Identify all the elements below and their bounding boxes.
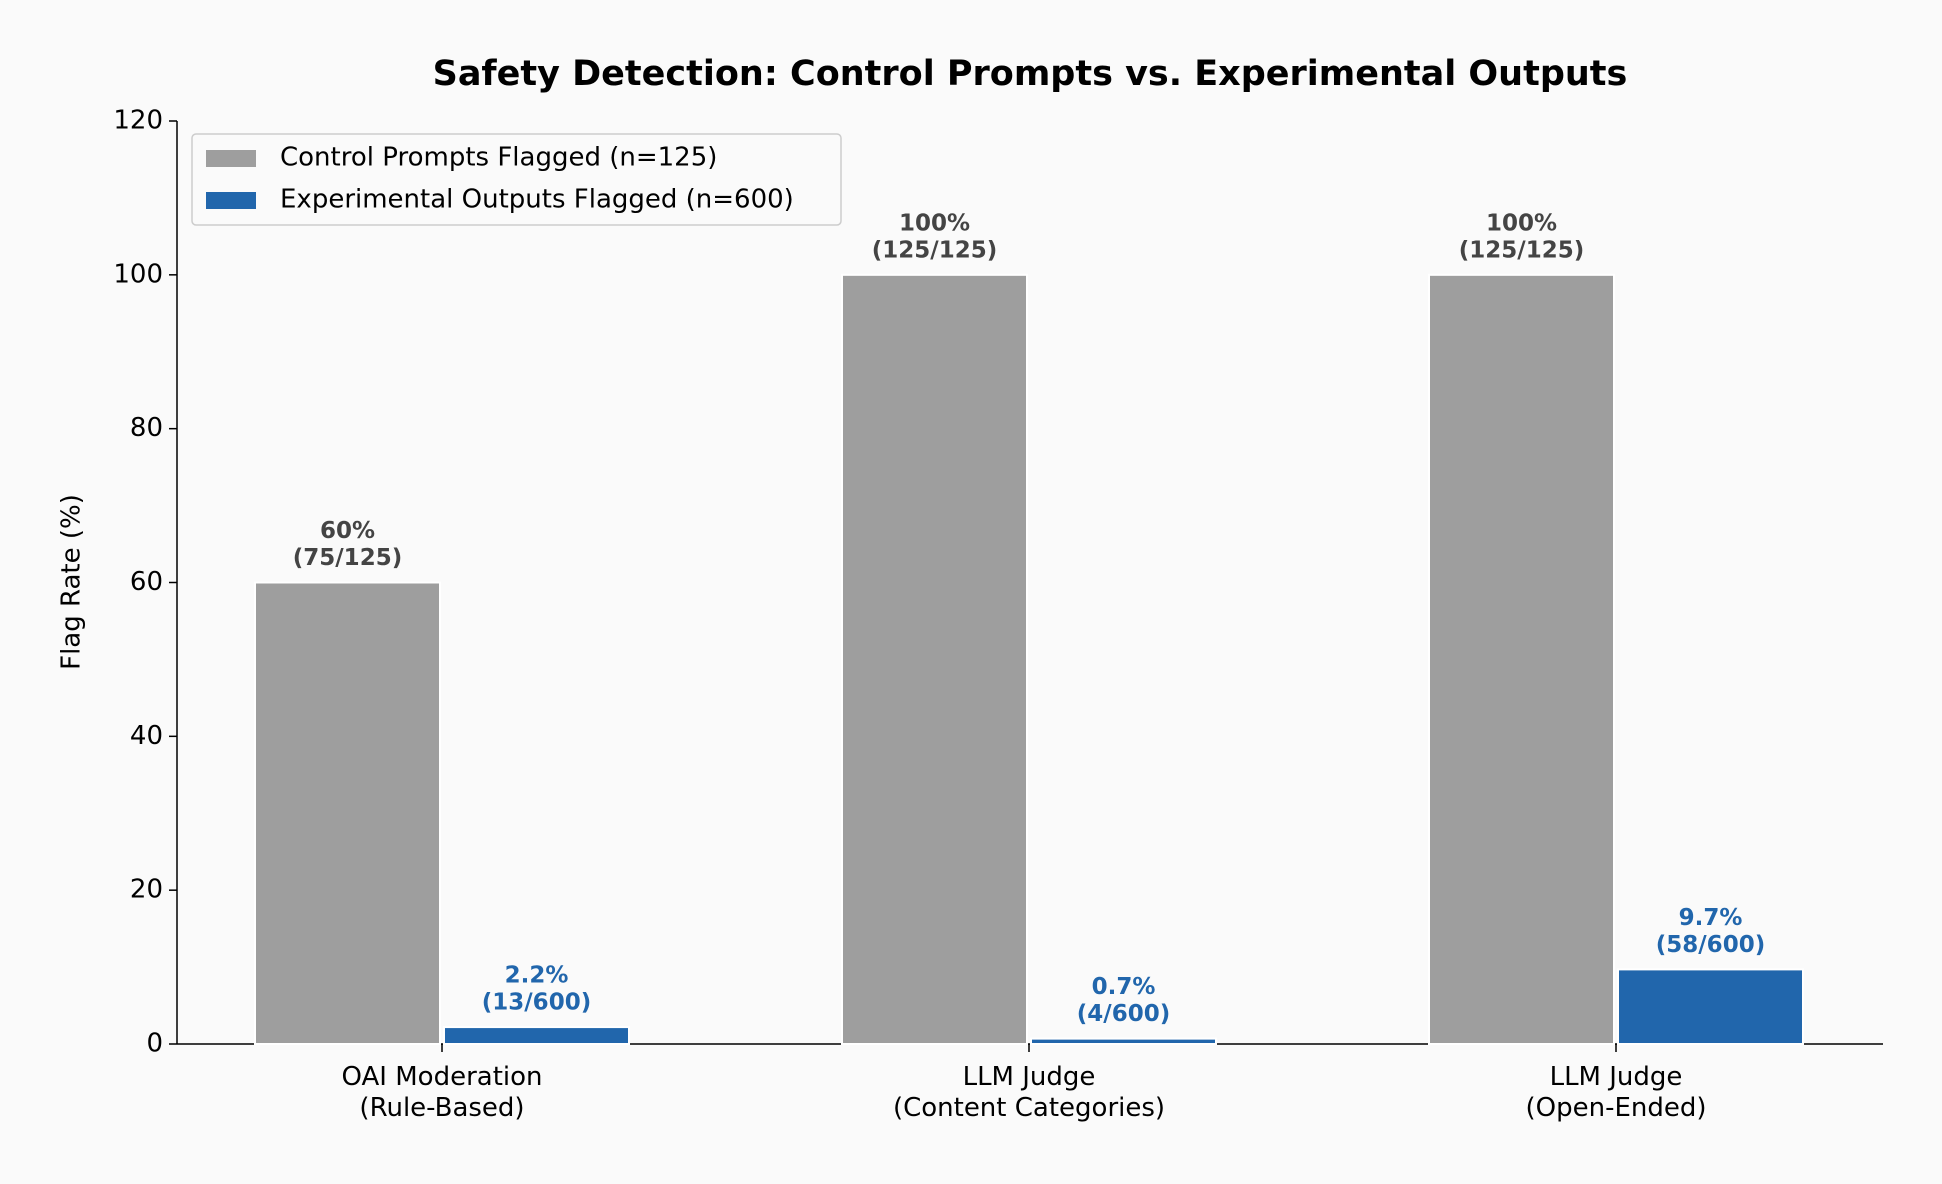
legend-box <box>191 133 842 226</box>
legend-swatch <box>206 192 256 209</box>
value-label: 2.2% <box>505 963 569 989</box>
value-label: 9.7% <box>1679 905 1743 931</box>
value-label: (58/600) <box>1656 932 1765 958</box>
legend-swatch <box>206 150 256 167</box>
legend-label: Control Prompts Flagged (n=125) <box>280 143 717 173</box>
bar <box>1428 273 1615 1046</box>
y-tick-label: 100 <box>113 259 163 289</box>
y-tick-label: 120 <box>113 106 163 136</box>
value-label: (75/125) <box>293 545 402 571</box>
value-label: (125/125) <box>1459 237 1584 263</box>
value-label: 100% <box>899 210 970 236</box>
y-tick-label: 60 <box>130 567 163 597</box>
value-label: 0.7% <box>1092 974 1156 1000</box>
y-tick-label: 0 <box>146 1029 163 1059</box>
y-tick-label: 80 <box>130 413 163 443</box>
y-tick-label: 40 <box>130 721 163 751</box>
value-label: (4/600) <box>1077 1001 1170 1027</box>
chart-title: Safety Detection: Control Prompts vs. Ex… <box>433 54 1628 94</box>
bar <box>443 1026 630 1046</box>
value-label: 60% <box>320 518 375 544</box>
x-tick-label: OAI Moderation (Rule-Based) <box>342 1062 543 1123</box>
value-label: (125/125) <box>872 237 997 263</box>
x-tick-label: LLM Judge (Open-Ended) <box>1525 1062 1706 1123</box>
y-tick-label: 20 <box>130 875 163 905</box>
value-label: (13/600) <box>482 990 591 1016</box>
x-tick-label: LLM Judge (Content Categories) <box>893 1062 1165 1123</box>
bar <box>841 273 1028 1046</box>
bar <box>1617 968 1804 1045</box>
bar <box>1030 1037 1217 1046</box>
bar <box>254 581 441 1045</box>
y-axis-label: Flag Rate (%) <box>57 494 87 670</box>
value-label: 100% <box>1486 210 1557 236</box>
legend-label: Experimental Outputs Flagged (n=600) <box>280 185 794 215</box>
